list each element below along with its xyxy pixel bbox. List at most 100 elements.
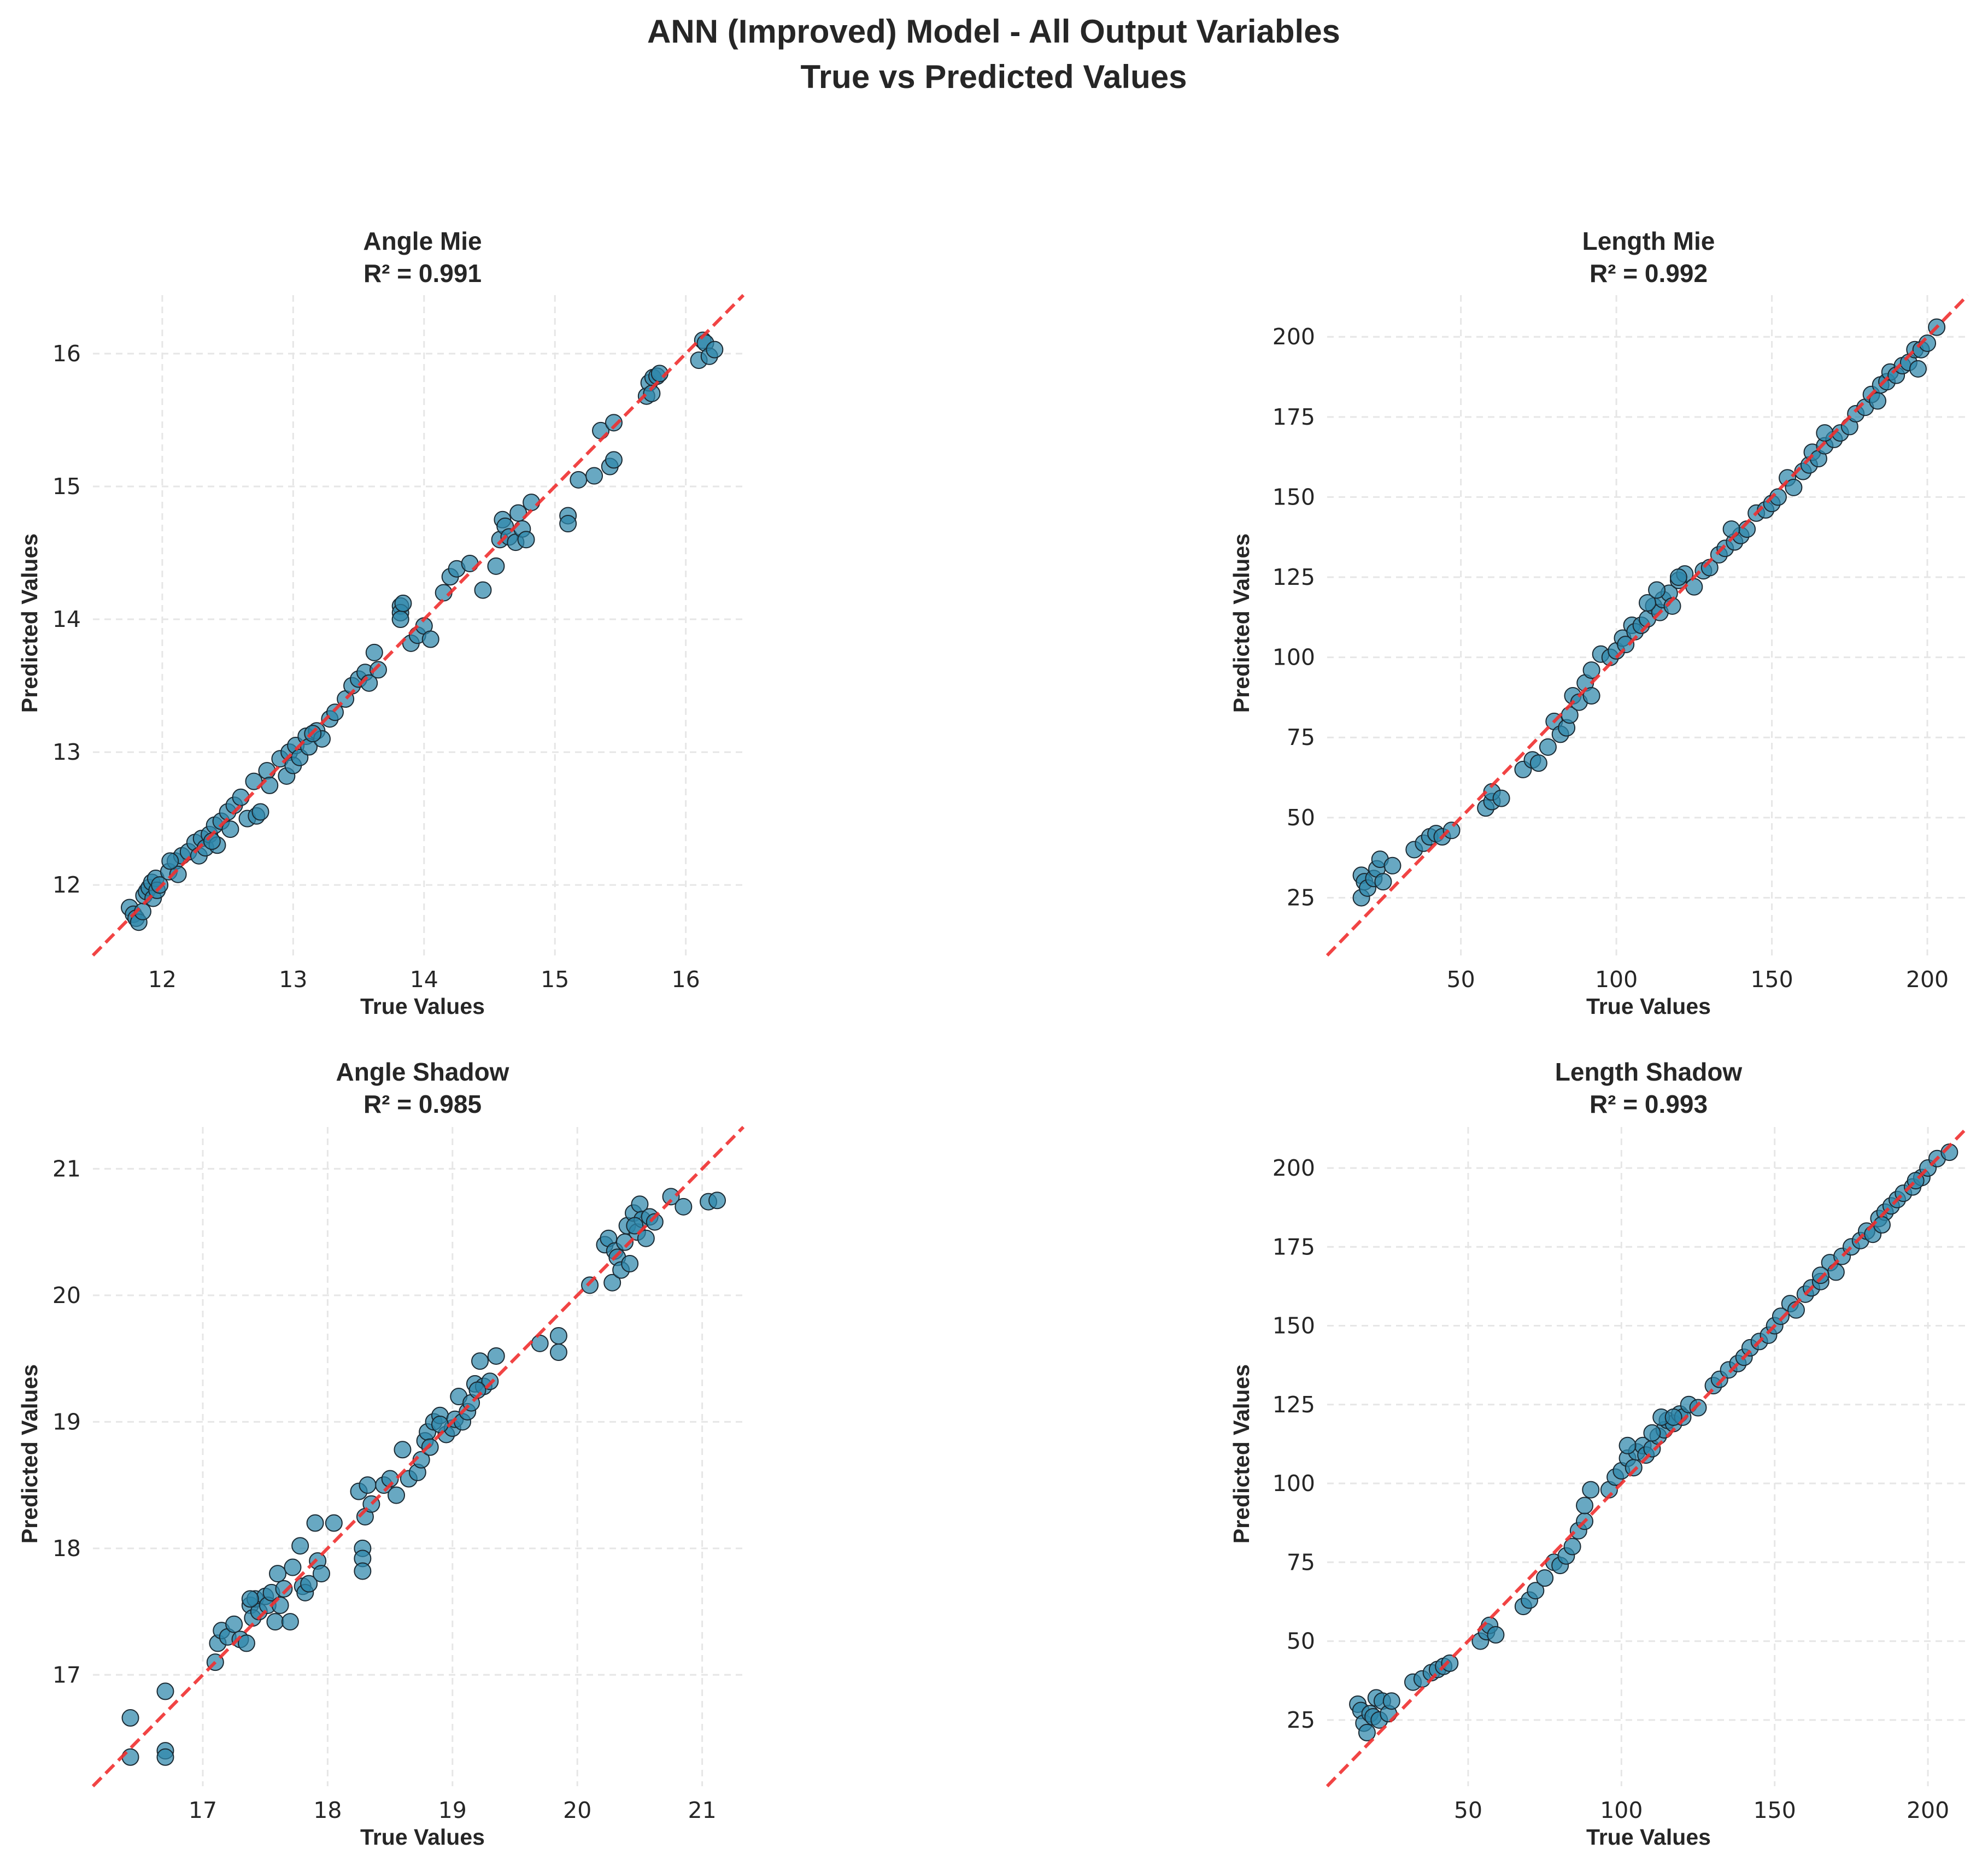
data-point bbox=[1358, 1723, 1376, 1741]
data-point bbox=[1625, 1459, 1643, 1477]
x-tick-label: 50 bbox=[1447, 966, 1475, 993]
data-point bbox=[325, 1514, 343, 1532]
data-point bbox=[291, 1537, 309, 1555]
data-point bbox=[312, 1565, 330, 1583]
panel-r2-label: R² = 0.993 bbox=[1590, 1090, 1708, 1118]
data-point bbox=[1664, 1408, 1682, 1426]
data-point bbox=[1529, 754, 1547, 772]
y-tick-label: 17 bbox=[52, 1662, 81, 1688]
y-tick-label: 125 bbox=[1272, 1392, 1315, 1418]
y-tick-label: 100 bbox=[1272, 644, 1315, 671]
data-point bbox=[662, 1188, 680, 1206]
data-point bbox=[549, 1343, 567, 1362]
data-point bbox=[269, 1565, 287, 1583]
data-point bbox=[1487, 1626, 1505, 1644]
data-point bbox=[1689, 1399, 1707, 1417]
y-axis-label: Predicted Values bbox=[1229, 533, 1254, 713]
data-point bbox=[237, 1634, 255, 1652]
x-tick-label: 200 bbox=[1906, 966, 1949, 993]
data-point bbox=[394, 594, 412, 612]
y-tick-label: 150 bbox=[1272, 1313, 1315, 1339]
y-axis-label: Predicted Values bbox=[17, 1364, 42, 1544]
data-point bbox=[570, 471, 588, 489]
ideal-fit-line bbox=[91, 1125, 745, 1788]
y-tick-label: 200 bbox=[1272, 324, 1315, 350]
ideal-fit-line bbox=[1326, 294, 1969, 957]
x-tick-label: 21 bbox=[688, 1797, 717, 1823]
scatter-panel-length-mie: Length Mie R² = 0.992 True Values Predic… bbox=[1229, 227, 1969, 1019]
data-point bbox=[1772, 1307, 1790, 1325]
data-point bbox=[161, 852, 179, 870]
scatter-points bbox=[121, 331, 724, 931]
data-point bbox=[1492, 789, 1510, 807]
data-point bbox=[421, 630, 439, 648]
data-point bbox=[1909, 360, 1927, 378]
y-tick-label: 200 bbox=[1272, 1155, 1315, 1181]
panel-title: Angle Shadow bbox=[336, 1058, 509, 1086]
y-tick-label: 175 bbox=[1272, 1234, 1315, 1260]
data-point bbox=[643, 384, 661, 402]
ideal-fit-line bbox=[91, 294, 745, 957]
y-tick-label: 150 bbox=[1272, 484, 1315, 510]
x-tick-label: 100 bbox=[1600, 1797, 1643, 1823]
x-tick-label: 12 bbox=[148, 966, 177, 993]
y-tick-label: 14 bbox=[52, 606, 81, 632]
y-tick-label: 100 bbox=[1272, 1470, 1315, 1497]
data-point bbox=[487, 557, 505, 575]
data-point bbox=[431, 1415, 449, 1433]
y-tick-label: 175 bbox=[1272, 404, 1315, 430]
data-point bbox=[251, 803, 269, 821]
data-point bbox=[1374, 873, 1392, 891]
data-point bbox=[1527, 1582, 1545, 1600]
data-point bbox=[266, 1613, 284, 1631]
panel-title: Length Shadow bbox=[1555, 1058, 1743, 1086]
data-point bbox=[637, 1229, 655, 1247]
x-tick-label: 100 bbox=[1595, 966, 1638, 993]
data-point bbox=[1873, 1216, 1891, 1234]
data-point bbox=[1618, 1436, 1637, 1454]
y-axis-label: Predicted Values bbox=[1229, 1364, 1254, 1544]
x-axis-label: True Values bbox=[360, 1824, 485, 1850]
data-point bbox=[275, 1580, 293, 1598]
y-tick-label: 50 bbox=[1287, 1628, 1315, 1654]
data-point bbox=[605, 414, 623, 432]
data-point bbox=[626, 1217, 644, 1235]
y-tick-label: 15 bbox=[52, 473, 81, 500]
panel-title: Angle Mie bbox=[363, 227, 482, 255]
y-tick-label: 20 bbox=[52, 1282, 81, 1308]
data-point bbox=[517, 531, 535, 549]
data-point bbox=[300, 1575, 318, 1593]
ideal-fit-line bbox=[1326, 1125, 1969, 1788]
x-tick-label: 13 bbox=[279, 966, 307, 993]
data-point bbox=[621, 1254, 639, 1272]
y-tick-label: 16 bbox=[52, 341, 81, 367]
data-point bbox=[1582, 687, 1600, 705]
data-point bbox=[581, 1276, 599, 1294]
data-point bbox=[365, 643, 383, 661]
data-point bbox=[326, 703, 344, 721]
data-point bbox=[1582, 1481, 1600, 1499]
data-point bbox=[121, 1748, 139, 1766]
y-tick-label: 25 bbox=[1287, 884, 1315, 911]
data-point bbox=[1617, 636, 1635, 654]
data-point bbox=[1539, 738, 1557, 756]
y-tick-label: 50 bbox=[1287, 805, 1315, 831]
data-point bbox=[1643, 1424, 1661, 1442]
data-point bbox=[151, 876, 169, 894]
x-tick-label: 20 bbox=[563, 1797, 591, 1823]
x-tick-label: 19 bbox=[438, 1797, 467, 1823]
data-point bbox=[1811, 1266, 1829, 1284]
x-tick-label: 18 bbox=[313, 1797, 342, 1823]
data-point bbox=[708, 1192, 726, 1210]
scatter-points bbox=[121, 1188, 726, 1766]
x-tick-label: 15 bbox=[541, 966, 569, 993]
panel-title: Length Mie bbox=[1582, 227, 1715, 255]
data-point bbox=[1576, 1497, 1594, 1515]
panel-r2-label: R² = 0.992 bbox=[1590, 259, 1708, 287]
y-tick-label: 75 bbox=[1287, 724, 1315, 750]
data-point bbox=[121, 1709, 139, 1727]
data-point bbox=[1582, 661, 1600, 679]
scatter-points bbox=[1349, 1143, 1958, 1741]
x-tick-label: 150 bbox=[1754, 1797, 1796, 1823]
data-point bbox=[603, 1274, 621, 1292]
